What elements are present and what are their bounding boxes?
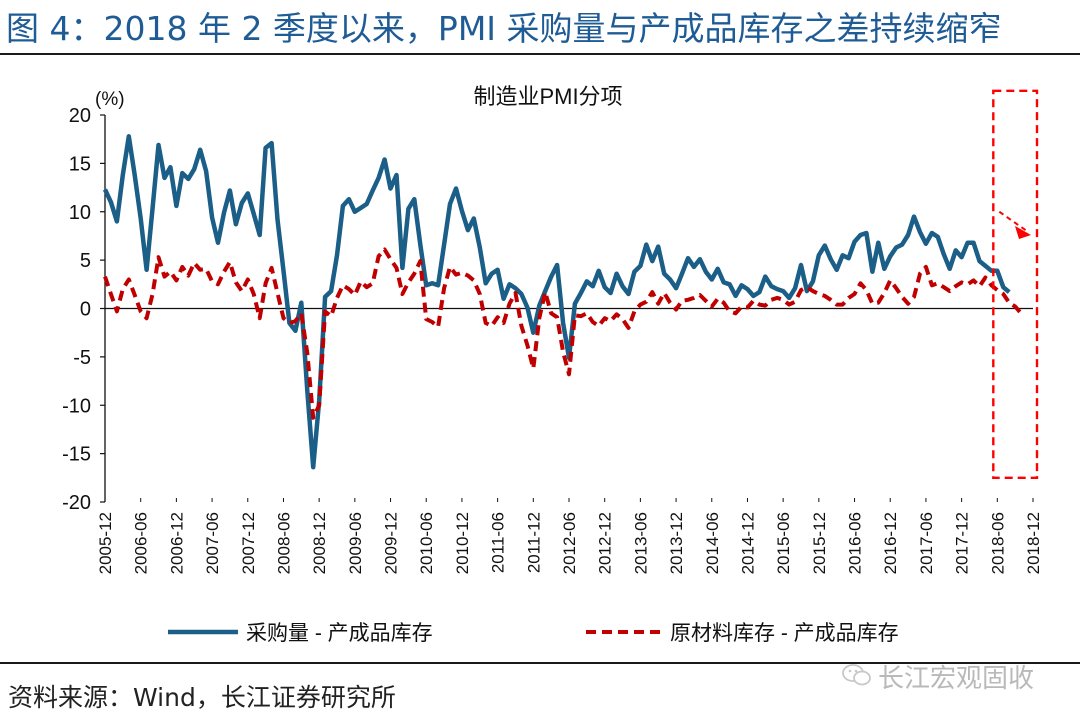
legend-label: 原材料库存 - 产成品库存 (670, 622, 899, 645)
y-tick-label: -10 (62, 395, 91, 417)
chart-legend: 采购量 - 产成品库存 原材料库存 - 产成品库存 (168, 622, 899, 645)
x-tick-label: 2007-12 (239, 512, 258, 574)
x-tick-label: 2015-06 (774, 512, 793, 574)
x-tick-label: 2008-12 (310, 512, 329, 574)
x-tick-label: 2009-06 (346, 512, 365, 574)
x-tick-label: 2007-06 (203, 512, 222, 574)
y-tick-label: -15 (62, 444, 91, 466)
x-tick-label: 2013-06 (631, 512, 650, 574)
footer-divider (0, 662, 1080, 664)
x-tick-label: 2011-06 (489, 512, 508, 573)
legend-label: 采购量 - 产成品库存 (246, 622, 433, 645)
x-tick-label: 2014-06 (703, 512, 722, 574)
x-tick-label: 2014-12 (738, 512, 757, 574)
x-tick-label: 2013-12 (667, 512, 686, 574)
y-tick-label: -20 (62, 492, 91, 514)
chart-title: 制造业PMI分项 (473, 84, 622, 109)
y-tick-label: -5 (73, 347, 91, 369)
series-line-raw-minus-finished-inventory (103, 247, 1023, 420)
x-tick-label: 2011-12 (524, 512, 543, 573)
figure-title: 图 4：2018 年 2 季度以来，PMI 采购量与产成品库存之差持续缩窄 (6, 9, 1002, 48)
x-tick-label: 2017-12 (953, 512, 972, 574)
x-tick-label: 2010-12 (453, 512, 472, 574)
chart-axes: 制造业PMI分项 (%)20 15 10 5 0 -5 -10 -15 -20 2005-12 200… (62, 84, 1043, 574)
x-tick-label: 2012-06 (560, 512, 579, 574)
x-tick-label: 2016-06 (846, 512, 865, 574)
y-tick-label: 5 (80, 250, 91, 272)
x-tick-label: 2006-12 (167, 512, 186, 574)
y-tick-label: 10 (69, 202, 91, 224)
title-divider (0, 53, 1080, 55)
x-tick-label: 2012-12 (596, 512, 615, 574)
y-tick-label: 15 (69, 153, 91, 175)
chart-annotation (992, 89, 1039, 480)
x-tick-label: 2010-06 (417, 512, 436, 574)
trend-arrow-head (1015, 225, 1031, 239)
watermark-text: 长江宏观固收 (878, 664, 1035, 694)
x-tick-label: 2008-06 (274, 512, 293, 574)
wechat-icon (842, 663, 872, 694)
x-tick-label: 2017-06 (917, 512, 936, 574)
y-unit-label: (%) (95, 89, 125, 110)
highlight-box (992, 89, 1039, 480)
x-tick-label: 2015-12 (810, 512, 829, 574)
x-tick-label: 2018-06 (988, 512, 1007, 574)
pmi-chart: 制造业PMI分项 (%)20 15 10 5 0 -5 -10 -15 -20 2005-12 200… (62, 84, 1043, 645)
x-tick-label: 2009-12 (382, 512, 401, 574)
x-tick-label: 2005-12 (96, 512, 115, 574)
x-tick-label: 2016-12 (881, 512, 900, 574)
watermark: 长江宏观固收 (842, 658, 1034, 695)
x-tick-label: 2018-12 (1024, 512, 1043, 574)
source-note: 资料来源：Wind，长江证券研究所 (8, 683, 396, 712)
chart-series (102, 134, 1023, 470)
y-tick-label: 0 (80, 299, 91, 321)
trend-arrow-line (998, 210, 1028, 232)
x-tick-label: 2006-06 (132, 512, 151, 574)
y-tick-label: 20 (69, 105, 91, 127)
series-line-purchase-minus-finished-inventory (102, 134, 1011, 470)
